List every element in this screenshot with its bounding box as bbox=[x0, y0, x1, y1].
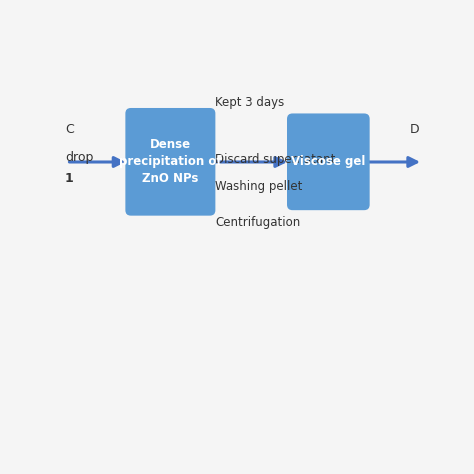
Text: Viscose gel: Viscose gel bbox=[291, 155, 365, 168]
FancyBboxPatch shape bbox=[125, 108, 215, 216]
Text: 1: 1 bbox=[65, 172, 73, 184]
Text: Dense
precipitation of
ZnO NPs: Dense precipitation of ZnO NPs bbox=[119, 138, 222, 185]
Text: Centrifugation: Centrifugation bbox=[215, 217, 301, 229]
Text: drop: drop bbox=[65, 151, 93, 164]
Text: Discard supernatant: Discard supernatant bbox=[215, 153, 336, 166]
Text: D: D bbox=[410, 123, 419, 137]
Text: C: C bbox=[65, 123, 73, 137]
FancyBboxPatch shape bbox=[287, 113, 370, 210]
Text: Kept 3 days: Kept 3 days bbox=[215, 96, 284, 109]
Text: Washing pellet: Washing pellet bbox=[215, 180, 303, 193]
